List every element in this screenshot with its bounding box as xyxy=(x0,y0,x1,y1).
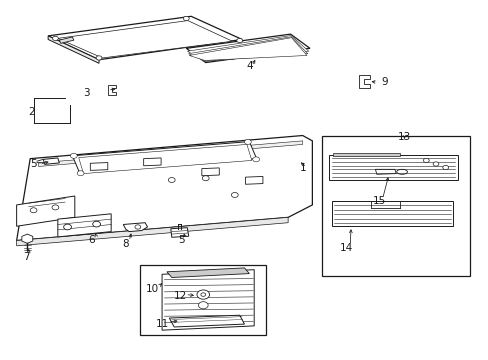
Polygon shape xyxy=(143,158,161,166)
Text: 5: 5 xyxy=(30,159,37,169)
Polygon shape xyxy=(358,75,369,88)
Polygon shape xyxy=(169,315,244,327)
Polygon shape xyxy=(189,38,306,60)
Polygon shape xyxy=(162,270,254,330)
Text: 7: 7 xyxy=(23,252,30,261)
Circle shape xyxy=(244,139,251,144)
Circle shape xyxy=(63,224,71,230)
Polygon shape xyxy=(188,37,307,61)
Polygon shape xyxy=(245,176,263,184)
Text: 4: 4 xyxy=(245,61,252,71)
Polygon shape xyxy=(72,141,256,173)
Circle shape xyxy=(52,205,59,210)
Polygon shape xyxy=(331,201,452,226)
Text: 8: 8 xyxy=(122,239,129,249)
Polygon shape xyxy=(17,196,75,226)
Text: 2: 2 xyxy=(28,107,35,117)
Polygon shape xyxy=(329,155,457,180)
Text: 12: 12 xyxy=(174,291,187,301)
Text: 15: 15 xyxy=(372,196,385,206)
Ellipse shape xyxy=(396,169,407,174)
Text: 11: 11 xyxy=(155,319,168,329)
Circle shape xyxy=(70,153,77,158)
Text: 13: 13 xyxy=(397,132,410,142)
Polygon shape xyxy=(107,85,116,95)
Circle shape xyxy=(77,171,84,176)
Polygon shape xyxy=(166,268,249,278)
Text: 14: 14 xyxy=(339,243,352,253)
Circle shape xyxy=(96,56,102,60)
Circle shape xyxy=(201,293,205,296)
Circle shape xyxy=(236,39,242,42)
Text: 5: 5 xyxy=(178,235,184,246)
Text: 10: 10 xyxy=(145,284,159,293)
Polygon shape xyxy=(187,36,308,62)
Polygon shape xyxy=(39,141,302,166)
Polygon shape xyxy=(90,163,107,170)
Polygon shape xyxy=(202,168,219,176)
Polygon shape xyxy=(375,169,395,174)
Polygon shape xyxy=(48,16,242,60)
Text: 9: 9 xyxy=(381,77,387,87)
Polygon shape xyxy=(186,34,309,63)
Circle shape xyxy=(432,162,438,166)
Bar xyxy=(140,265,266,335)
Polygon shape xyxy=(48,36,99,63)
Circle shape xyxy=(183,16,189,21)
Circle shape xyxy=(442,165,447,170)
Circle shape xyxy=(93,221,101,227)
Text: 3: 3 xyxy=(83,88,90,98)
Polygon shape xyxy=(17,217,287,246)
Circle shape xyxy=(52,36,58,41)
Circle shape xyxy=(135,225,141,229)
Circle shape xyxy=(202,176,209,181)
Circle shape xyxy=(168,177,175,183)
Polygon shape xyxy=(332,153,399,156)
Circle shape xyxy=(198,302,208,309)
Polygon shape xyxy=(170,228,188,237)
Polygon shape xyxy=(123,223,147,231)
Bar xyxy=(322,135,469,276)
Circle shape xyxy=(30,208,37,213)
Polygon shape xyxy=(58,214,111,237)
Polygon shape xyxy=(43,158,59,165)
Circle shape xyxy=(252,157,259,162)
Circle shape xyxy=(197,290,209,299)
Polygon shape xyxy=(58,21,232,58)
Text: 6: 6 xyxy=(88,235,95,246)
Polygon shape xyxy=(59,37,74,43)
Polygon shape xyxy=(17,135,312,240)
Circle shape xyxy=(423,158,428,163)
Circle shape xyxy=(231,193,238,197)
Text: 1: 1 xyxy=(299,163,305,172)
Polygon shape xyxy=(79,144,251,174)
